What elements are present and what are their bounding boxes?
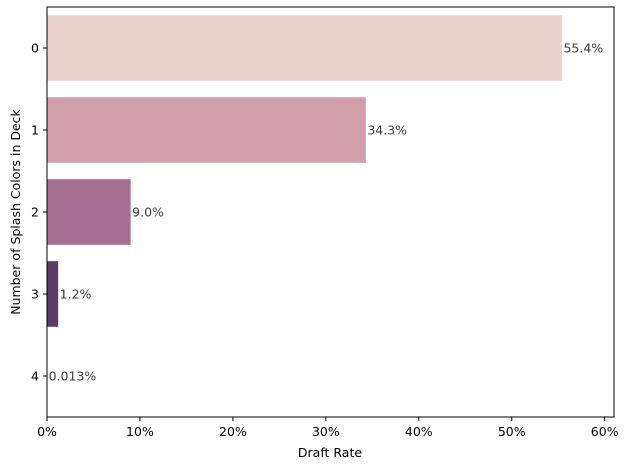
x-tick-label-40: 40% (405, 424, 433, 439)
data-label-2: 9.0% (132, 205, 164, 220)
bar-0 (47, 15, 562, 81)
y-ticks-group: 0 1 2 3 4 (31, 41, 47, 384)
x-tick-label-0: 0% (37, 424, 57, 439)
data-label-0: 55.4% (563, 41, 603, 56)
data-label-1: 34.3% (367, 123, 407, 138)
bar-1 (47, 97, 366, 163)
x-axis-title: Draft Rate (298, 445, 362, 460)
y-tick-label-4: 4 (31, 369, 39, 384)
data-labels-group: 55.4% 34.3% 9.0% 1.2% 0.013% (49, 41, 604, 384)
y-tick-label-1: 1 (31, 123, 39, 138)
x-tick-label-30: 30% (312, 424, 340, 439)
x-tick-label-50: 50% (498, 424, 526, 439)
y-tick-label-0: 0 (31, 41, 39, 56)
data-label-4: 0.013% (49, 369, 97, 384)
data-label-3: 1.2% (60, 287, 92, 302)
bars-group (47, 15, 562, 409)
y-axis-title: Number of Splash Colors in Deck (8, 108, 23, 314)
x-tick-label-60: 60% (591, 424, 619, 439)
bar-3 (47, 261, 59, 327)
x-ticks-group: 0% 10% 20% 30% 40% 50% 60% (37, 417, 619, 439)
x-tick-label-20: 20% (219, 424, 247, 439)
y-tick-label-3: 3 (31, 287, 39, 302)
x-tick-label-10: 10% (126, 424, 154, 439)
bar-2 (47, 179, 131, 245)
y-tick-label-2: 2 (31, 205, 39, 220)
